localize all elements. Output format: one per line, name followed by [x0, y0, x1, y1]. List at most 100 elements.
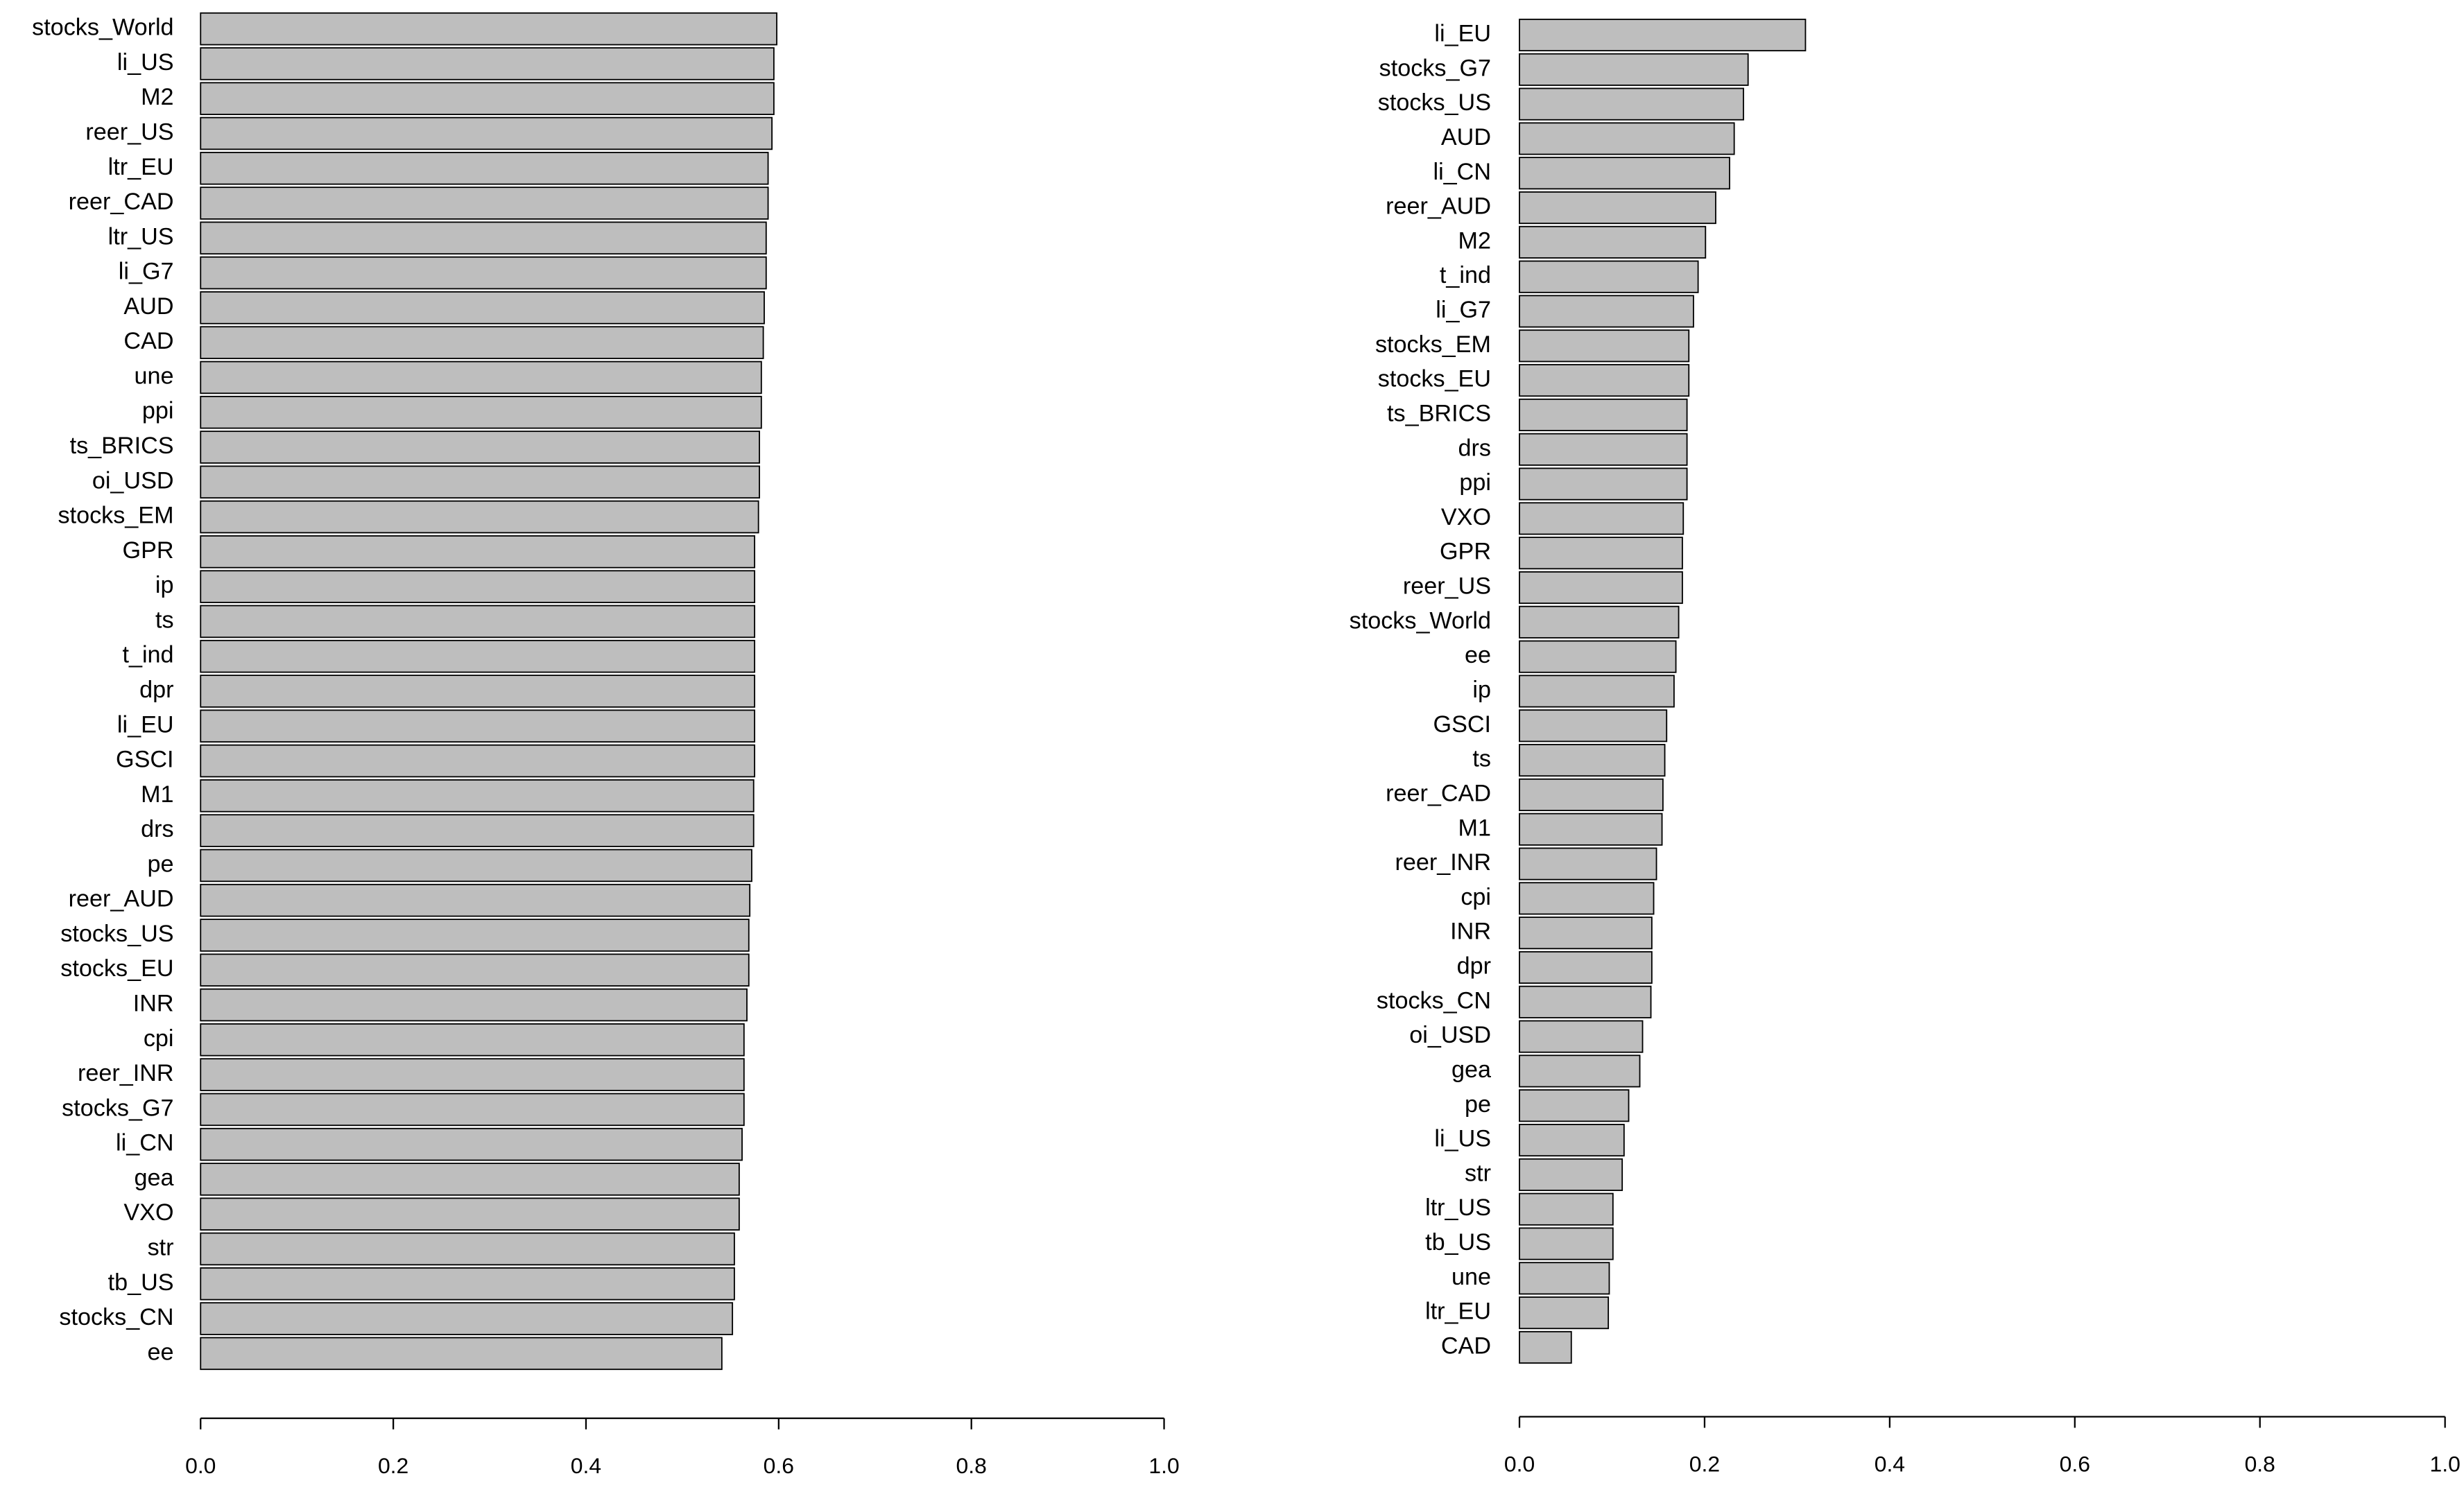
- category-label: t_ind: [122, 642, 173, 668]
- category-label: stocks_US: [60, 921, 173, 947]
- category-label: ts: [1472, 746, 1491, 772]
- bar: [200, 988, 748, 1022]
- x-tick-label: 0.2: [378, 1453, 408, 1478]
- bar: [1519, 157, 1730, 190]
- bar: [200, 1127, 743, 1161]
- bar: [1519, 882, 1655, 915]
- bar: [1519, 1262, 1610, 1295]
- category-label: stocks_CN: [1377, 987, 1491, 1014]
- category-label: ltr_US: [1425, 1195, 1491, 1221]
- bar: [1519, 709, 1668, 742]
- category-label: reer_INR: [78, 1060, 174, 1086]
- category-label: GSCI: [1433, 711, 1492, 738]
- bar: [200, 919, 750, 952]
- category-label: GSCI: [116, 747, 174, 773]
- category-label: ltr_US: [108, 223, 174, 250]
- bar: [200, 395, 762, 429]
- category-label: CAD: [1441, 1332, 1491, 1359]
- bar: [200, 605, 756, 639]
- category-label: stocks_EU: [1378, 366, 1491, 392]
- bar: [200, 709, 756, 743]
- category-label: INR: [1450, 919, 1491, 945]
- category-label: ee: [1465, 642, 1491, 668]
- bar: [1519, 329, 1690, 363]
- category-label: stocks_EM: [1375, 331, 1491, 358]
- bar: [1519, 1124, 1625, 1157]
- bar: [200, 326, 764, 359]
- category-label: stocks_EU: [60, 955, 173, 982]
- category-label: reer_AUD: [1386, 193, 1491, 220]
- category-label: VXO: [123, 1199, 173, 1226]
- category-label: M2: [1458, 227, 1491, 254]
- category-label: li_G7: [119, 259, 174, 285]
- category-label: t_ind: [1440, 262, 1491, 288]
- category-label: ip: [155, 572, 174, 598]
- category-label: stocks_World: [1350, 607, 1491, 634]
- category-label: VXO: [1441, 504, 1491, 530]
- category-label: ts_BRICS: [70, 433, 174, 459]
- x-tick-label: 0.2: [1689, 1452, 1720, 1477]
- bar: [200, 535, 756, 568]
- bar: [200, 1093, 745, 1127]
- bar: [1519, 295, 1694, 328]
- bar: [1519, 87, 1744, 121]
- category-label: ts_BRICS: [1387, 400, 1491, 426]
- category-label: drs: [1458, 435, 1491, 461]
- category-label: ltr_EU: [108, 154, 174, 180]
- category-label: dpr: [1457, 953, 1491, 980]
- bar: [1519, 18, 1807, 52]
- bar: [200, 12, 777, 46]
- bar: [200, 1302, 734, 1335]
- bar: [200, 1267, 735, 1301]
- bar: [200, 47, 775, 80]
- bar: [200, 1058, 745, 1091]
- category-label: stocks_US: [1378, 89, 1491, 116]
- category-label: oi_USD: [1409, 1022, 1491, 1048]
- bar: [1519, 1330, 1572, 1364]
- x-tick-label: 1.0: [1148, 1453, 1179, 1478]
- bar: [200, 1023, 745, 1057]
- bar: [1519, 364, 1690, 397]
- bar: [200, 1337, 723, 1371]
- category-label: CAD: [123, 328, 173, 354]
- bar: [200, 744, 756, 778]
- bar: [1519, 605, 1680, 639]
- category-label: reer_AUD: [69, 886, 174, 912]
- category-label: M1: [141, 781, 173, 808]
- category-label: stocks_EM: [58, 503, 174, 529]
- bar: [1519, 1054, 1641, 1088]
- category-label: li_EU: [1434, 21, 1491, 47]
- bar: [1519, 260, 1699, 293]
- category-label: reer_US: [1403, 573, 1491, 600]
- bar: [1519, 675, 1675, 708]
- category-label: AUD: [1441, 124, 1491, 150]
- category-label: M2: [141, 84, 173, 110]
- category-label: str: [1465, 1160, 1491, 1186]
- category-label: ts: [155, 607, 174, 633]
- bar: [1519, 1158, 1623, 1191]
- bar: [1519, 950, 1653, 984]
- bar: [200, 570, 756, 603]
- bar: [1519, 398, 1688, 432]
- category-label: li_G7: [1436, 297, 1491, 323]
- bar: [1519, 122, 1735, 155]
- bar: [200, 116, 773, 150]
- bar: [200, 1197, 740, 1231]
- bar: [200, 814, 755, 847]
- category-label: ltr_EU: [1425, 1299, 1491, 1325]
- category-label: M1: [1458, 815, 1491, 841]
- category-label: dpr: [139, 677, 173, 703]
- category-label: INR: [133, 991, 174, 1017]
- bar: [200, 849, 752, 883]
- bar: [200, 82, 775, 115]
- bar: [1519, 571, 1683, 605]
- bar: [1519, 537, 1683, 570]
- category-label: pe: [148, 851, 174, 877]
- category-label: cpi: [1461, 884, 1491, 910]
- category-label: pe: [1465, 1091, 1491, 1118]
- bar: [200, 431, 760, 464]
- bar: [1519, 640, 1677, 673]
- bar: [200, 361, 762, 394]
- bar: [200, 639, 756, 673]
